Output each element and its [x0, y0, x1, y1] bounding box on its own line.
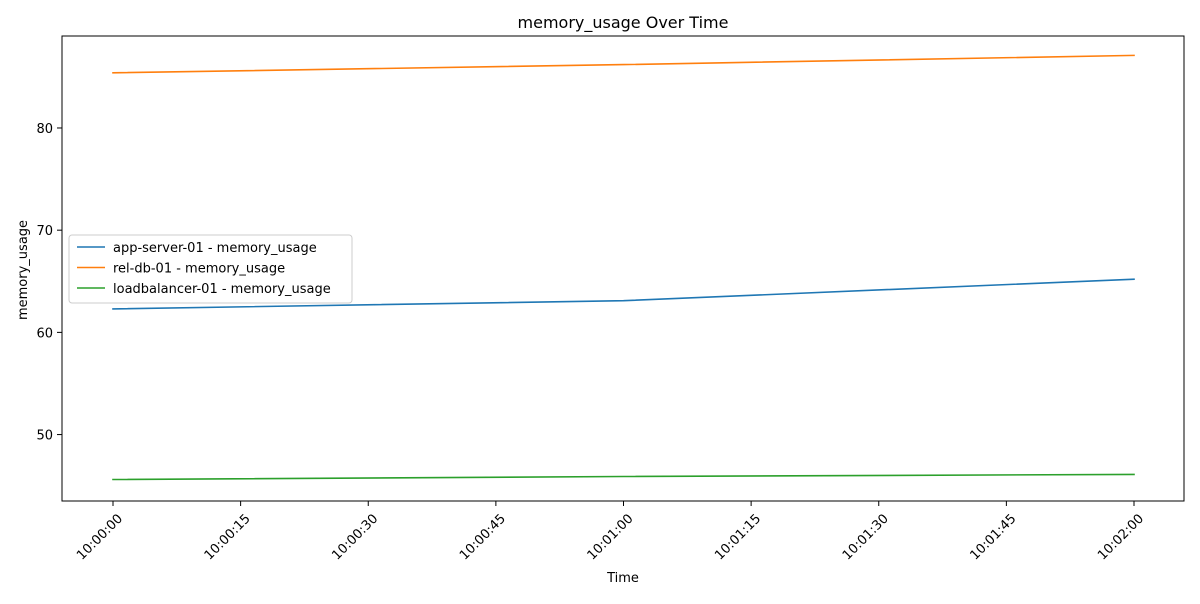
series-layer: [112, 54, 1135, 481]
x-tick-label: 10:01:00: [585, 511, 637, 563]
x-tick-label: 10:02:00: [1095, 511, 1147, 563]
y-tick-label: 60: [36, 326, 53, 341]
chart-title: memory_usage Over Time: [518, 13, 729, 33]
x-tick-label: 10:00:15: [202, 511, 254, 563]
x-tick-label: 10:00:30: [329, 511, 381, 563]
legend-entry: app-server-01 - memory_usage: [113, 241, 317, 256]
series-line: [112, 54, 1135, 74]
y-axis: 50 60 70 80: [36, 122, 62, 444]
x-axis: 10:00:00 10:00:15 10:00:30 10:00:45 10:01:00…: [74, 501, 1147, 563]
x-tick-label: 10:01:45: [968, 511, 1020, 563]
y-tick-label: 70: [36, 224, 53, 239]
legend-entry: rel-db-01 - memory_usage: [113, 262, 285, 277]
y-axis-label: memory_usage: [16, 220, 31, 320]
x-tick-label: 10:01:15: [712, 511, 764, 563]
series-line: [112, 473, 1135, 481]
x-tick-label: 10:01:30: [840, 511, 892, 563]
legend-entry: loadbalancer-01 - memory_usage: [113, 282, 331, 297]
y-tick-label: 50: [36, 429, 53, 444]
series-line: [112, 278, 1135, 310]
x-tick-label: 10:00:00: [74, 511, 126, 563]
legend: app-server-01 - memory_usage rel-db-01 - …: [68, 234, 353, 304]
y-tick-label: 80: [36, 122, 53, 137]
legend-box: [68, 234, 353, 304]
x-axis-label: Time: [606, 571, 639, 586]
x-tick-label: 10:00:45: [457, 511, 509, 563]
